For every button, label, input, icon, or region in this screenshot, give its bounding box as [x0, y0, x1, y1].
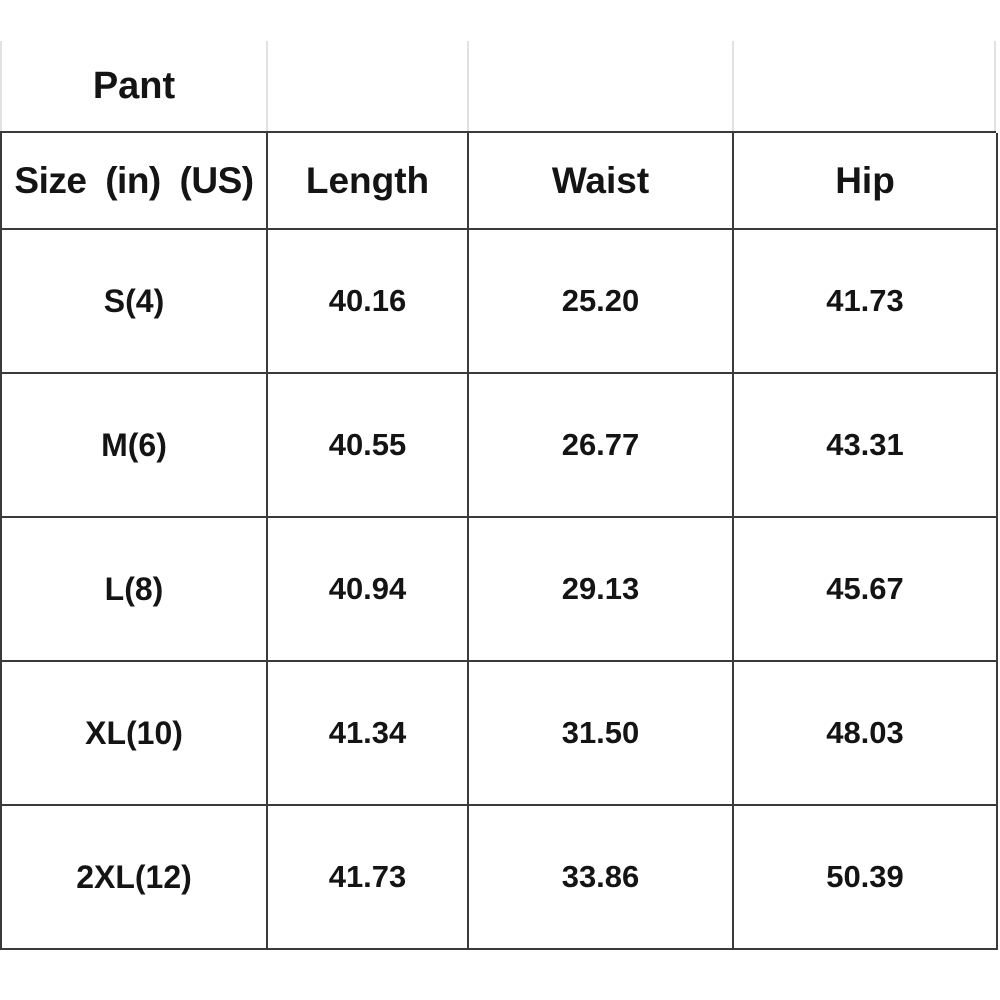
- header-size: Size (in) (US): [2, 133, 268, 230]
- row-size-cell: L(8): [2, 518, 268, 662]
- header-waist: Waist: [469, 133, 734, 230]
- row-length-cell: 41.73: [268, 806, 469, 950]
- size-chart: Pant Size (in) (US) Length Waist Hip S(4…: [0, 41, 998, 950]
- category-cell: Pant: [0, 41, 266, 131]
- row-size-cell: S(4): [2, 230, 268, 374]
- category-empty-cell: [467, 41, 732, 131]
- category-row: Pant: [0, 41, 996, 131]
- row-size-cell: 2XL(12): [2, 806, 268, 950]
- row-length-cell: 40.16: [268, 230, 469, 374]
- category-empty-cell: [732, 41, 996, 131]
- header-hip: Hip: [734, 133, 998, 230]
- row-length-cell: 41.34: [268, 662, 469, 806]
- row-hip-cell: 48.03: [734, 662, 998, 806]
- row-waist-cell: 26.77: [469, 374, 734, 518]
- row-size-cell: XL(10): [2, 662, 268, 806]
- row-size-cell: M(6): [2, 374, 268, 518]
- header-length: Length: [268, 133, 469, 230]
- row-hip-cell: 45.67: [734, 518, 998, 662]
- row-hip-cell: 41.73: [734, 230, 998, 374]
- row-waist-cell: 31.50: [469, 662, 734, 806]
- category-label: Pant: [92, 64, 176, 107]
- row-waist-cell: 25.20: [469, 230, 734, 374]
- size-table: Size (in) (US) Length Waist Hip S(4) 40.…: [0, 131, 998, 950]
- row-length-cell: 40.55: [268, 374, 469, 518]
- row-waist-cell: 33.86: [469, 806, 734, 950]
- row-hip-cell: 43.31: [734, 374, 998, 518]
- row-length-cell: 40.94: [268, 518, 469, 662]
- category-empty-cell: [266, 41, 467, 131]
- row-hip-cell: 50.39: [734, 806, 998, 950]
- row-waist-cell: 29.13: [469, 518, 734, 662]
